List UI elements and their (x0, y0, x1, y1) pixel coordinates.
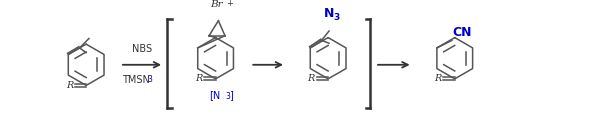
Text: 3: 3 (225, 92, 230, 101)
Text: CN: CN (453, 25, 472, 39)
Text: 3: 3 (148, 75, 152, 84)
Text: +: + (226, 0, 233, 8)
Text: R: R (195, 74, 202, 83)
Text: TMSN: TMSN (122, 75, 150, 85)
Text: ]: ] (229, 90, 233, 100)
Text: R: R (65, 81, 73, 90)
Text: N: N (323, 7, 334, 20)
Text: [N: [N (209, 90, 220, 100)
Text: Br: Br (210, 0, 223, 10)
Text: 3: 3 (334, 13, 340, 22)
Text: R: R (308, 74, 315, 83)
Text: R: R (434, 74, 442, 83)
Text: NBS: NBS (132, 45, 152, 55)
